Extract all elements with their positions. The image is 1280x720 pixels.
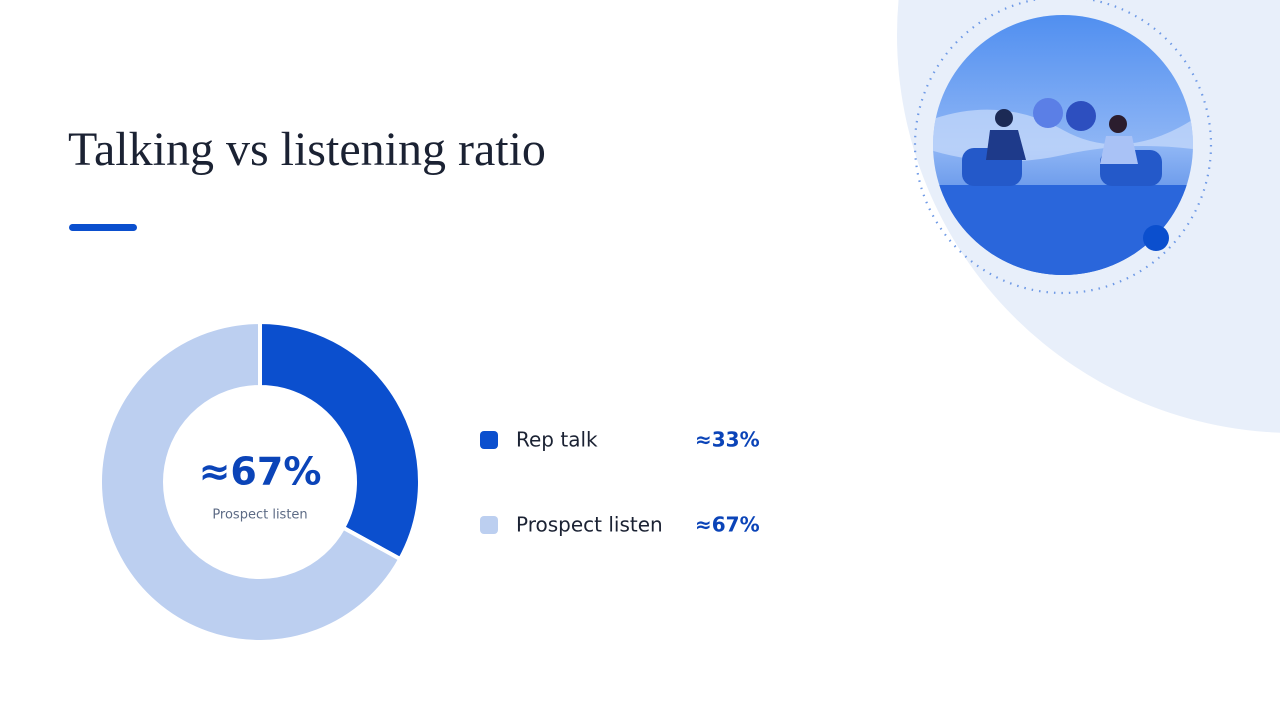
donut-segment — [258, 319, 422, 562]
legend-label: Rep talk — [516, 428, 598, 452]
legend-value: ≈33% — [695, 428, 760, 452]
donut-chart — [98, 319, 422, 644]
center-value: ≈67% — [199, 450, 322, 494]
chart-title: Talking vs listening ratio — [68, 123, 546, 176]
legend-label: Prospect listen — [516, 513, 663, 537]
accent-dot — [1143, 225, 1169, 251]
legend-swatch — [480, 516, 498, 534]
dotted-ring — [913, 0, 1213, 295]
center-label: Prospect listen — [212, 508, 307, 523]
donut-segment — [98, 319, 403, 644]
legend-swatch — [480, 431, 498, 449]
title-underline — [69, 224, 137, 231]
legend: Rep talk ≈33% Prospect listen ≈67% — [480, 428, 760, 537]
legend-value: ≈67% — [695, 513, 760, 537]
